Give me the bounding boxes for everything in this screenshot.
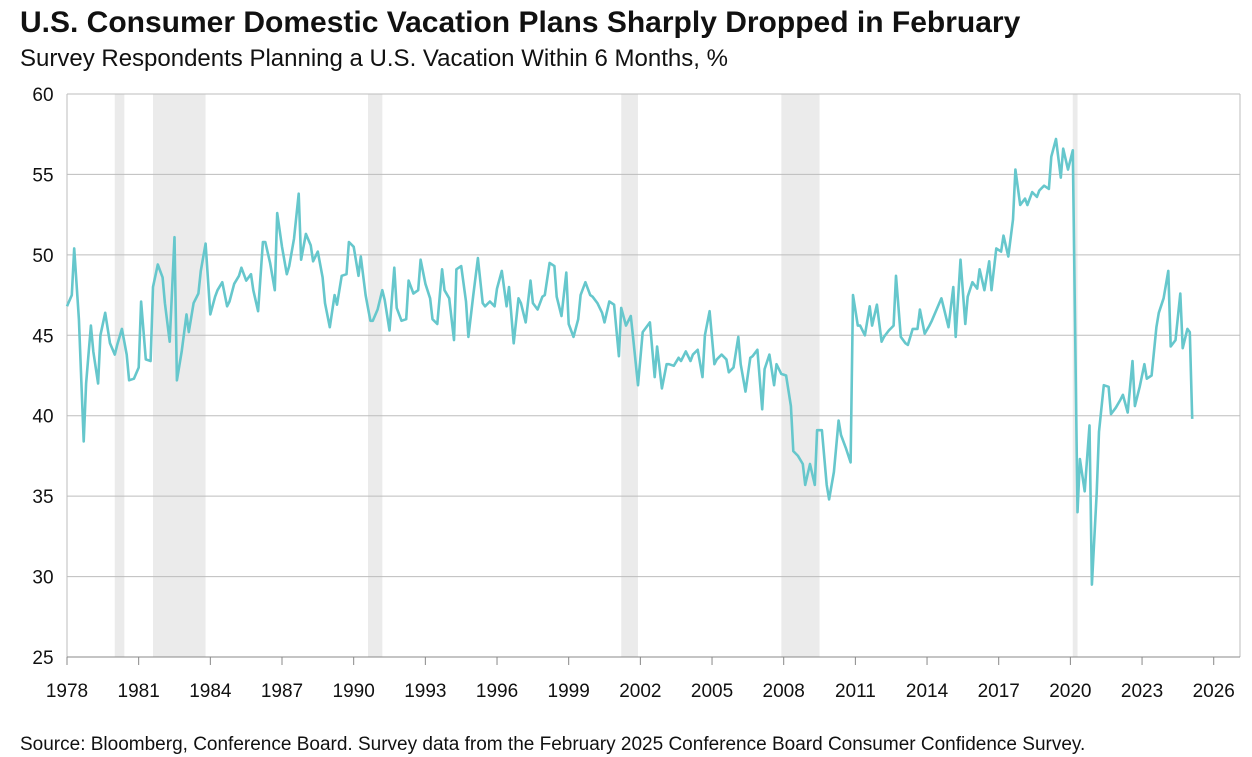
x-tick-label: 2017 [978, 681, 1020, 702]
y-tick-label: 35 [32, 487, 53, 508]
recession-band [368, 94, 383, 657]
data-line [65, 137, 1194, 586]
y-tick-label: 30 [32, 568, 53, 589]
recession-band [153, 94, 206, 657]
x-tick-label: 1978 [46, 681, 88, 702]
y-tick-label: 60 [32, 85, 53, 106]
x-tick-label: 2005 [691, 681, 733, 702]
x-tick-label: 1981 [118, 681, 160, 702]
y-tick-label: 55 [32, 165, 53, 186]
x-tick-label: 2011 [835, 681, 876, 702]
x-tick-label: 2002 [619, 681, 661, 702]
x-tick-label: 1984 [189, 681, 232, 702]
x-tick-label: 2020 [1049, 681, 1091, 702]
y-tick-label: 40 [32, 407, 53, 428]
y-tick-label: 50 [32, 246, 53, 267]
y-tick-label: 45 [32, 326, 53, 347]
source-note: Source: Bloomberg, Conference Board. Sur… [20, 734, 1085, 755]
x-tick-label: 1993 [404, 681, 446, 702]
x-tick-label: 2023 [1121, 681, 1163, 702]
recession-band [781, 94, 820, 657]
recession-band [621, 94, 638, 657]
y-tick-label: 25 [32, 648, 53, 669]
x-tick-label: 2008 [763, 681, 805, 702]
x-tick-label: 2014 [906, 681, 949, 702]
chart-subtitle: Survey Respondents Planning a U.S. Vacat… [20, 45, 728, 72]
x-tick-label: 2026 [1193, 681, 1235, 702]
recession-band [114, 94, 125, 657]
chart-title: U.S. Consumer Domestic Vacation Plans Sh… [20, 6, 1021, 39]
x-tick-label: 1996 [476, 681, 518, 702]
x-tick-label: 1999 [548, 681, 590, 702]
x-tick-label: 1987 [261, 681, 303, 702]
x-tick-label: 1990 [333, 681, 375, 702]
